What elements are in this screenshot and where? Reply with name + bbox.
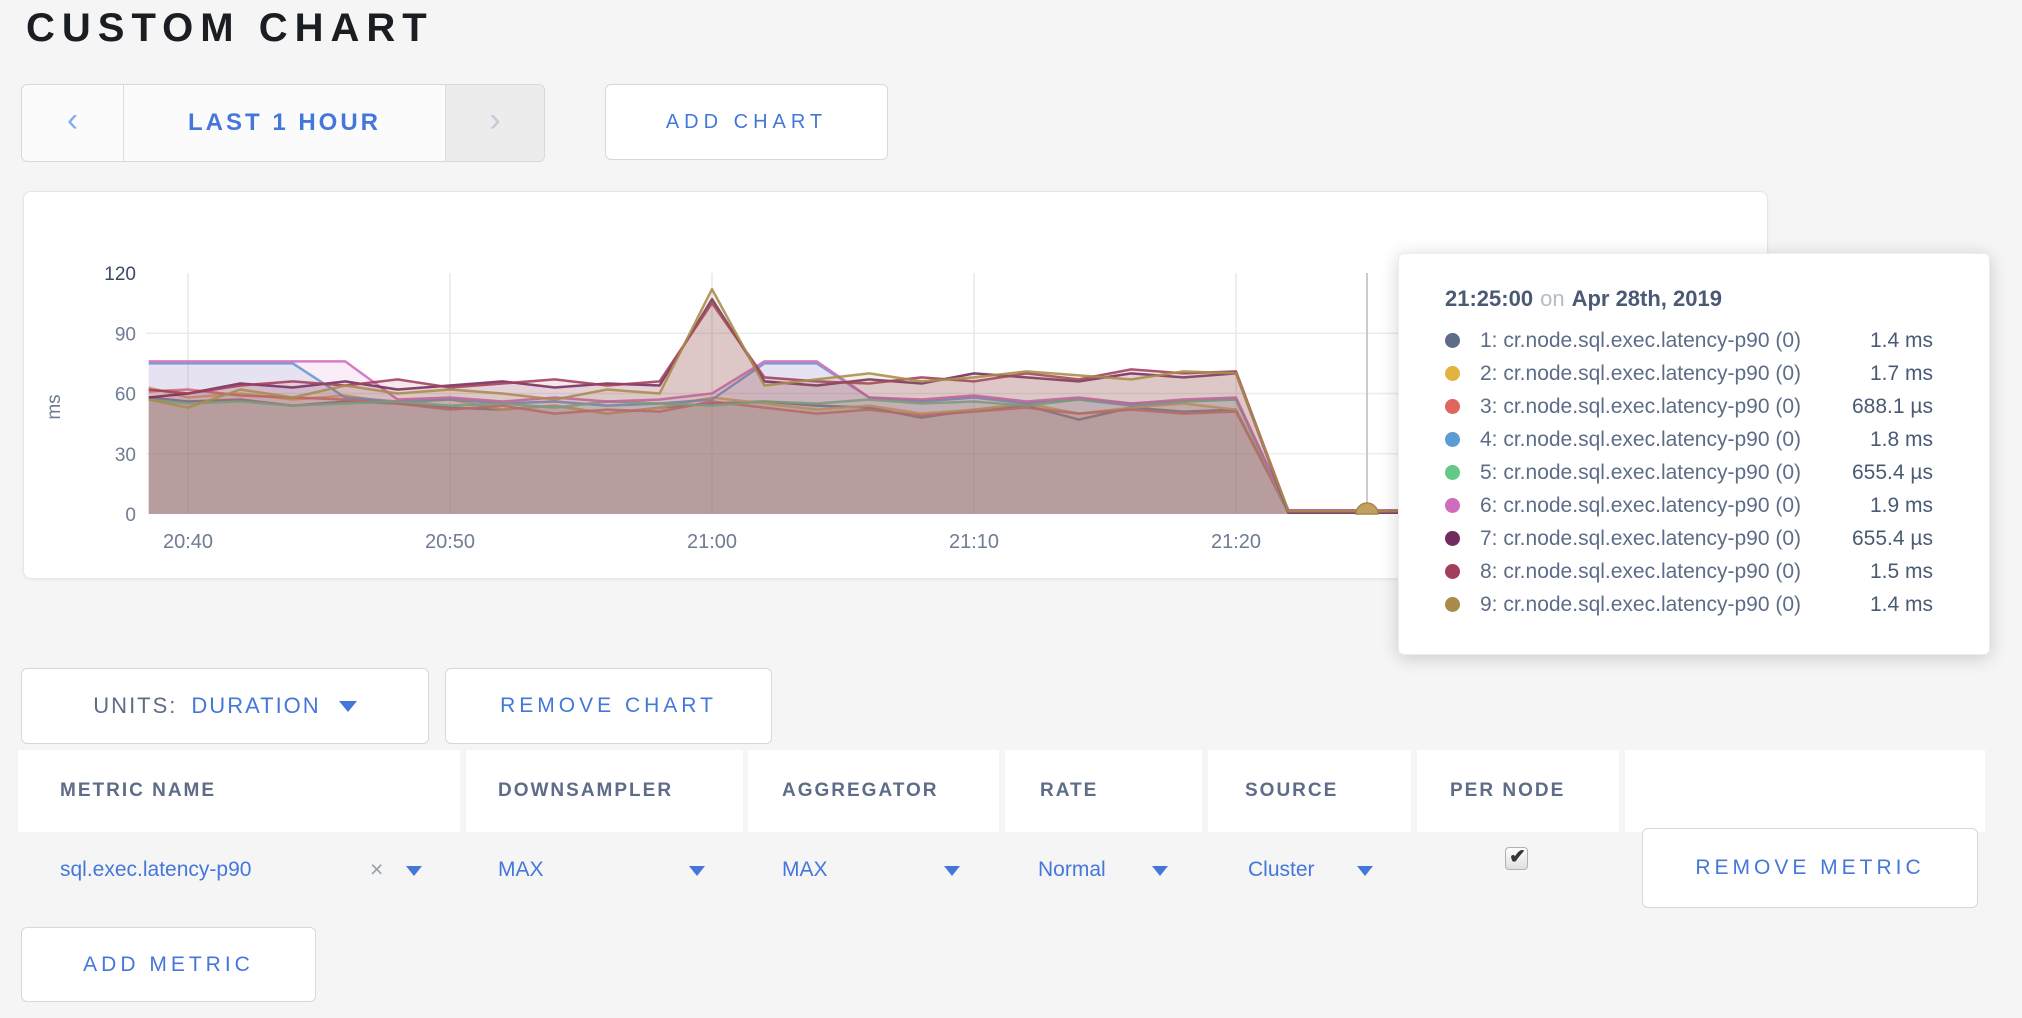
tooltip-timestamp: 21:25:00 on Apr 28th, 2019 (1445, 286, 1933, 312)
x-axis-tick-label: 21:00 (687, 531, 737, 553)
tooltip-series-value: 1.7 ms (1869, 361, 1933, 385)
add-chart-button[interactable]: ADD CHART (605, 84, 888, 160)
column-header-rate: RATE (1005, 750, 1202, 832)
series-area (148, 399, 1747, 514)
y-axis-tick-label: 90 (115, 324, 136, 345)
tooltip-date: Apr 28th, 2019 (1571, 286, 1722, 311)
y-axis-tick-label: 30 (115, 445, 136, 466)
tooltip-series-label: 8: cr.node.sql.exec.latency-p90 (0) (1480, 559, 1802, 583)
tooltip-series-label: 5: cr.node.sql.exec.latency-p90 (0) (1480, 460, 1802, 484)
y-axis-unit-label: ms (44, 394, 65, 419)
chevron-down-icon (338, 700, 357, 712)
tooltip-time: 21:25:00 (1445, 286, 1534, 311)
tooltip-series-label: 6: cr.node.sql.exec.latency-p90 (0) (1480, 493, 1802, 517)
add-metric-button[interactable]: ADD METRIC (21, 927, 316, 1002)
tooltip-row: 7: cr.node.sql.exec.latency-p90 (0) 655.4… (1445, 522, 1933, 555)
tooltip-series-label: 7: cr.node.sql.exec.latency-p90 (0) (1480, 526, 1802, 550)
series-color-dot-icon (1445, 564, 1460, 579)
column-header-aggregator: AGGREGATOR (748, 750, 999, 832)
time-range-label[interactable]: LAST 1 HOUR (123, 85, 446, 161)
per-node-checkbox[interactable]: ✔ (1505, 846, 1528, 870)
tooltip-on-word: on (1540, 286, 1565, 311)
series-area (148, 289, 1747, 514)
column-header-source: SOURCE (1208, 750, 1411, 832)
units-label: UNITS: (93, 693, 178, 718)
rate-caret-icon[interactable] (1152, 866, 1168, 876)
remove-metric-button[interactable]: REMOVE METRIC (1642, 828, 1978, 908)
series-color-dot-icon (1445, 465, 1460, 480)
series-area (148, 299, 1747, 514)
units-dropdown[interactable]: UNITS: DURATION (21, 668, 429, 744)
tooltip-series-value: 655.4 µs (1852, 460, 1933, 484)
tooltip-series-label: 1: cr.node.sql.exec.latency-p90 (0) (1480, 328, 1802, 352)
tooltip-series-value: 1.8 ms (1869, 427, 1933, 451)
column-header-actions (1625, 750, 1985, 832)
metric-dropdown-caret-icon[interactable] (406, 866, 422, 876)
y-axis-tick-label: 0 (125, 505, 136, 526)
clear-metric-icon[interactable]: × (370, 856, 384, 882)
series-color-dot-icon (1445, 399, 1460, 414)
series-color-dot-icon (1445, 498, 1460, 513)
tooltip-series-value: 688.1 µs (1852, 394, 1933, 418)
series-area (148, 363, 1747, 514)
tooltip-series-value: 655.4 µs (1852, 526, 1933, 550)
tooltip-row: 3: cr.node.sql.exec.latency-p90 (0) 688.1… (1445, 390, 1933, 423)
remove-chart-button[interactable]: REMOVE CHART (445, 668, 772, 744)
y-axis-tick-label: 120 (104, 264, 136, 285)
tooltip-row: 4: cr.node.sql.exec.latency-p90 (0) 1.8 m… (1445, 423, 1933, 456)
checkmark-icon: ✔ (1509, 846, 1526, 868)
source-caret-icon[interactable] (1357, 866, 1373, 876)
time-range-prev-button[interactable]: ‹ (22, 85, 123, 161)
tooltip-series-value: 1.9 ms (1869, 493, 1933, 517)
column-header-per-node: PER NODE (1417, 750, 1619, 832)
y-axis-tick-label: 60 (115, 385, 136, 406)
series-area (148, 387, 1747, 514)
tooltip-series-label: 3: cr.node.sql.exec.latency-p90 (0) (1480, 394, 1802, 418)
aggregator-select[interactable]: MAX (782, 858, 828, 881)
series-color-dot-icon (1445, 531, 1460, 546)
chevron-right-icon: › (489, 101, 501, 139)
tooltip-series-value: 1.5 ms (1869, 559, 1933, 583)
series-color-dot-icon (1445, 597, 1460, 612)
page-title: CUSTOM CHART (26, 6, 434, 50)
tooltip-row: 6: cr.node.sql.exec.latency-p90 (0) 1.9 m… (1445, 489, 1933, 522)
x-axis-tick-label: 20:50 (425, 531, 475, 553)
series-area (148, 303, 1747, 514)
tooltip-row: 2: cr.node.sql.exec.latency-p90 (0) 1.7 m… (1445, 357, 1933, 390)
tooltip-row: 1: cr.node.sql.exec.latency-p90 (0) 1.4 m… (1445, 324, 1933, 357)
series-color-dot-icon (1445, 333, 1460, 348)
latency-chart-svg[interactable]: 0 30 60 90 120 ms 20:40 20:50 21:00 21:10 21:20 (24, 192, 1767, 578)
time-range-next-button[interactable]: › (446, 85, 544, 161)
series-color-dot-icon (1445, 366, 1460, 381)
downsampler-caret-icon[interactable] (689, 866, 705, 876)
source-select[interactable]: Cluster (1248, 858, 1315, 881)
series-color-dot-icon (1445, 432, 1460, 447)
hover-point-marker (1355, 502, 1379, 515)
x-axis-tick-label: 21:20 (1211, 531, 1261, 553)
chevron-left-icon: ‹ (66, 101, 79, 139)
aggregator-caret-icon[interactable] (944, 866, 960, 876)
chart-hover-tooltip: 21:25:00 on Apr 28th, 2019 1: cr.node.sql.… (1398, 253, 1990, 655)
tooltip-series-value: 1.4 ms (1869, 328, 1933, 352)
x-axis-tick-label: 20:40 (163, 531, 213, 553)
rate-select[interactable]: Normal (1038, 858, 1106, 881)
tooltip-row: 5: cr.node.sql.exec.latency-p90 (0) 655.4… (1445, 456, 1933, 489)
tooltip-row: 9: cr.node.sql.exec.latency-p90 (0) 1.4 m… (1445, 588, 1933, 621)
time-range-selector: ‹ LAST 1 HOUR › (21, 84, 545, 162)
metric-name-value[interactable]: sql.exec.latency-p90 (60, 858, 252, 881)
x-axis-tick-label: 21:10 (949, 531, 999, 553)
tooltip-series-label: 2: cr.node.sql.exec.latency-p90 (0) (1480, 361, 1802, 385)
tooltip-rows: 1: cr.node.sql.exec.latency-p90 (0) 1.4 m… (1445, 324, 1933, 621)
series-area (148, 389, 1747, 514)
column-header-downsampler: DOWNSAMPLER (466, 750, 743, 832)
tooltip-series-label: 9: cr.node.sql.exec.latency-p90 (0) (1480, 592, 1802, 616)
tooltip-series-label: 4: cr.node.sql.exec.latency-p90 (0) (1480, 427, 1802, 451)
tooltip-row: 8: cr.node.sql.exec.latency-p90 (0) 1.5 m… (1445, 555, 1933, 588)
column-header-metric-name: METRIC NAME (18, 750, 460, 832)
units-value: DURATION (191, 693, 321, 718)
series-area (148, 397, 1747, 514)
downsampler-select[interactable]: MAX (498, 858, 544, 881)
tooltip-series-value: 1.4 ms (1869, 592, 1933, 616)
